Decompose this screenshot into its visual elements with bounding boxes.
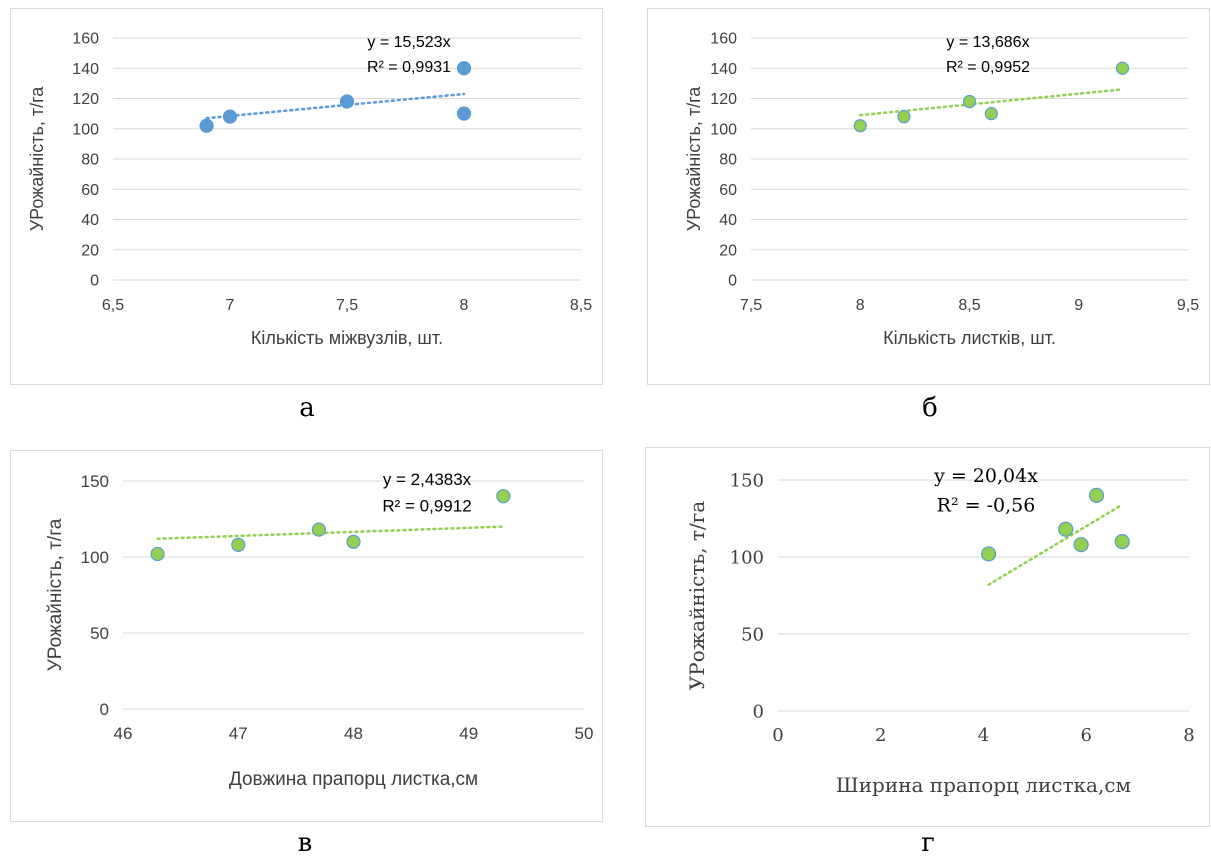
y-tick-label: 60 (719, 182, 737, 199)
y-tick-label: 140 (710, 61, 737, 78)
x-tick-label: 9,5 (1177, 297, 1199, 314)
panel-label-c: в (297, 828, 313, 858)
x-axis-label: Кількість міжвузлів, шт. (251, 328, 443, 348)
x-tick-label: 8 (1183, 725, 1194, 746)
x-tick-label: 49 (459, 724, 478, 743)
chart-panel-d: 0 50 100 150 0 2 4 6 8 Ширина прапорц листка,см УР… (645, 447, 1210, 827)
chart-d-svg: 0 50 100 150 0 2 4 6 8 Ширина прапорц листка,см УР… (685, 465, 1195, 797)
y-tick-label: 120 (710, 91, 737, 108)
data-point (222, 109, 238, 124)
chart-c-svg: 0 50 100 150 46 47 48 49 50 Довжина прапорц листк… (45, 470, 594, 790)
data-point (1073, 537, 1089, 553)
y-tick-label: 0 (100, 700, 109, 719)
r-squared-label: R² = 0,9931 (367, 59, 451, 76)
y-tick-label: 20 (81, 242, 99, 259)
data-point (984, 107, 998, 121)
y-axis-label: УРожайність, т/га (27, 86, 47, 232)
trend-equation: y = 2,4383x (383, 470, 472, 489)
x-tick-label: 8,5 (570, 297, 592, 314)
data-point (339, 94, 355, 109)
y-tick-label: 100 (81, 548, 109, 567)
x-tick-label: 50 (575, 724, 594, 743)
y-tick-label: 0 (728, 273, 737, 290)
trendline (205, 92, 466, 120)
x-tick-label: 6 (1081, 725, 1092, 746)
x-tick-label: 8 (460, 297, 469, 314)
data-point (346, 534, 361, 549)
trendline (987, 503, 1124, 586)
trend-equation: y = 15,523x (367, 34, 450, 51)
x-tick-label: 46 (114, 724, 133, 743)
x-tick-label: 47 (229, 724, 248, 743)
y-tick-label: 60 (81, 182, 99, 199)
data-point (853, 119, 867, 133)
r-squared-label: R² = -0,56 (937, 494, 1036, 516)
panel-label-a: а (299, 393, 315, 423)
data-point (150, 546, 165, 562)
x-tick-label: 7,5 (740, 297, 762, 314)
r-squared-label: R² = 0,9952 (946, 59, 1030, 76)
y-tick-label: 40 (719, 212, 737, 229)
y-tick-label: 0 (753, 701, 764, 722)
data-point (456, 61, 472, 76)
y-tick-label: 80 (81, 152, 99, 169)
chart-b-svg: 0 20 40 60 80 100 120 140 160 7,5 8 8,5 9 9,5 Кількіст… (684, 31, 1199, 348)
y-tick-label: 150 (730, 470, 764, 491)
y-tick-label: 120 (72, 91, 99, 108)
y-axis-label: УРожайність, т/га (685, 501, 709, 690)
y-tick-label: 100 (72, 121, 99, 138)
y-tick-label: 160 (72, 31, 99, 48)
data-point (1058, 521, 1074, 537)
data-point (897, 110, 911, 124)
data-point (1088, 487, 1105, 504)
y-tick-label: 80 (719, 152, 737, 169)
x-tick-label: 6,5 (102, 297, 124, 314)
y-tick-label: 100 (710, 121, 737, 138)
y-tick-label: 140 (72, 61, 99, 78)
x-tick-label: 4 (978, 725, 989, 746)
panel-label-b: б (922, 393, 938, 423)
r-squared-label: R² = 0,9912 (382, 496, 471, 515)
data-point (1114, 533, 1130, 550)
y-tick-label: 150 (81, 472, 109, 491)
data-point (231, 537, 246, 552)
x-tick-label: 7 (226, 297, 235, 314)
chart-panel-b: 0 20 40 60 80 100 120 140 160 7,5 8 8,5 9 9,5 Кількіст… (647, 8, 1210, 385)
x-tick-label: 8 (856, 297, 865, 314)
data-point (1115, 61, 1130, 75)
x-tick-label: 48 (344, 724, 363, 743)
x-axis-label: Кількість листків, шт. (883, 328, 1056, 348)
chart-panel-a: 0 20 40 60 80 100 120 140 160 6,5 7 7,5 8 8,5 Кількіст… (10, 8, 603, 385)
x-axis-label: Ширина прапорц листка,см (836, 773, 1131, 797)
data-point (981, 546, 997, 562)
trend-equation: y = 20,04x (933, 465, 1038, 487)
y-tick-label: 0 (90, 273, 99, 290)
x-tick-label: 7,5 (336, 297, 358, 314)
data-point (456, 106, 472, 121)
y-tick-label: 40 (81, 212, 99, 229)
x-tick-label: 2 (875, 725, 886, 746)
data-point (962, 94, 977, 109)
y-tick-label: 20 (719, 242, 737, 259)
data-point (496, 489, 511, 504)
x-tick-label: 0 (772, 725, 783, 746)
chart-a-svg: 0 20 40 60 80 100 120 140 160 6,5 7 7,5 8 8,5 Кількіст… (27, 31, 592, 348)
chart-panel-c: 0 50 100 150 46 47 48 49 50 Довжина прапорц листк… (10, 450, 603, 822)
y-axis-label: УРожайність, т/га (684, 86, 704, 232)
trend-equation: y = 13,686x (946, 34, 1029, 51)
y-tick-label: 100 (730, 547, 764, 568)
x-tick-label: 9 (1074, 297, 1083, 314)
y-tick-label: 50 (741, 624, 764, 645)
data-point (311, 522, 327, 537)
y-tick-label: 50 (90, 624, 109, 643)
data-point (199, 118, 214, 133)
y-axis-label: УРожайність, т/га (45, 518, 66, 671)
x-axis-label: Довжина прапорц листка,см (229, 769, 478, 790)
x-tick-label: 8,5 (958, 297, 980, 314)
trendline (156, 525, 505, 541)
panel-label-d: г (921, 828, 935, 858)
y-tick-label: 160 (710, 31, 737, 48)
